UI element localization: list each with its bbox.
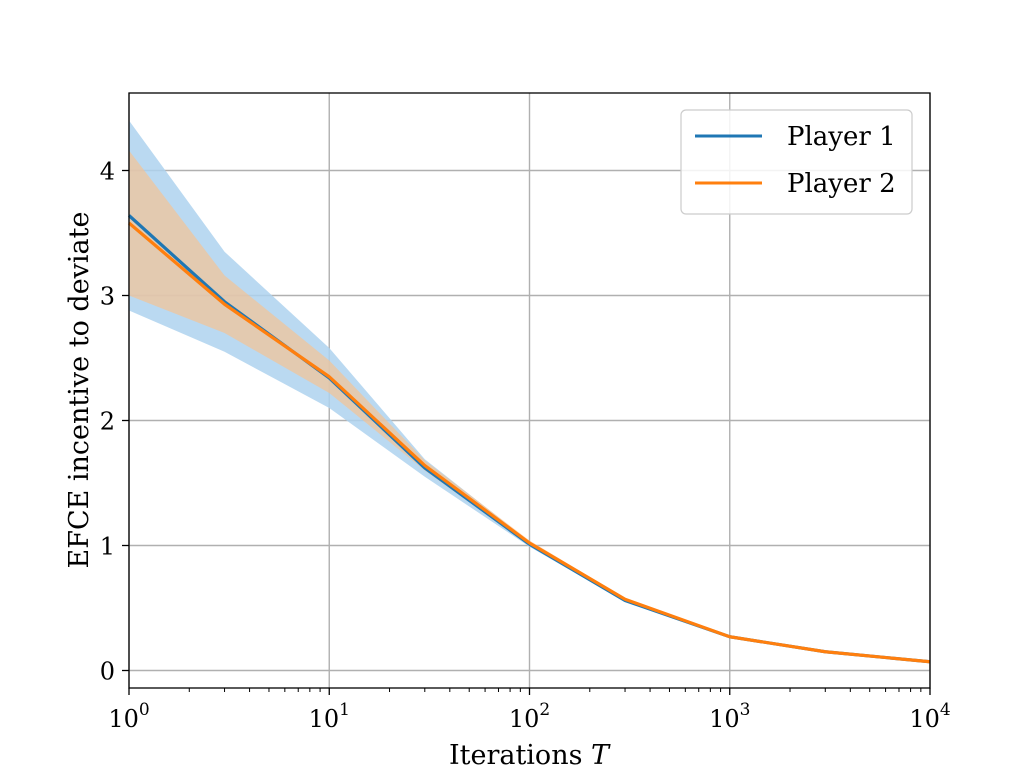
line-player-2 xyxy=(127,221,931,664)
x-axis-ticks: 100 101 102 103 104 xyxy=(108,688,951,733)
y-tick-label: 1 xyxy=(100,533,115,561)
legend: Player 1 Player 2 xyxy=(680,109,913,215)
x-tick-label: 102 xyxy=(509,700,550,733)
x-tick-label: 100 xyxy=(108,700,149,733)
legend-label-player-1: Player 1 xyxy=(787,122,896,152)
x-tick-label: 103 xyxy=(709,700,750,733)
x-tick-label: 104 xyxy=(909,700,950,733)
y-tick-label: 3 xyxy=(100,283,115,311)
legend-label-player-2: Player 2 xyxy=(787,169,896,199)
y-tick-label: 0 xyxy=(100,658,115,686)
y-tick-label: 4 xyxy=(100,158,115,186)
y-tick-label: 2 xyxy=(100,408,115,436)
x-tick-label: 101 xyxy=(309,700,350,733)
series-lines xyxy=(127,214,931,664)
y-axis-label: EFCE incentive to deviate xyxy=(64,212,95,569)
y-axis-ticks: 0 1 2 3 4 xyxy=(100,158,129,686)
x-axis-label: Iterations T xyxy=(449,740,611,771)
